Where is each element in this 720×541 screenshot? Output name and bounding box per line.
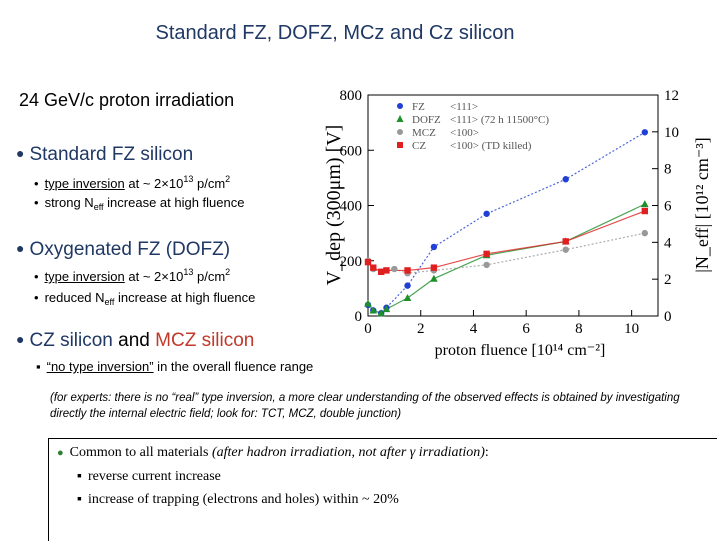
y-tick-label: 200 (340, 254, 363, 270)
point-cz (404, 267, 411, 274)
x-tick-label: 2 (417, 321, 425, 337)
bullet-fz-inversion: • type inversion at ~ 2×1013 p/cm2 (34, 174, 231, 191)
section-dofz: ● Oxygenated FZ (DOFZ) (16, 239, 231, 260)
series-line-dofz (367, 203, 646, 314)
point-mcz (641, 229, 649, 237)
common-line-1: ● Common to all materials (after hadron i… (57, 445, 489, 460)
point-dofz (377, 309, 385, 317)
point-dofz (369, 306, 378, 314)
point-cz (641, 207, 649, 215)
y-axis-label: V_dep (300μm) [V] (323, 125, 345, 286)
x-tick-label: 6 (522, 321, 530, 337)
y2-tick-label: 6 (664, 199, 672, 215)
point-fz (641, 129, 649, 136)
point-dofz (382, 305, 391, 313)
series-line-mcz (367, 232, 645, 274)
legend-name: DOFZ (412, 114, 441, 126)
point-fz (430, 243, 438, 251)
point-cz (430, 264, 438, 271)
point-cz (483, 250, 490, 258)
legend-note: <100> (TD killed) (450, 140, 532, 152)
y-tick-label: 0 (355, 309, 363, 325)
point-mcz (391, 265, 398, 273)
legend-marker-cz (397, 142, 403, 148)
common-line-2: ▪ reverse current increase (77, 469, 221, 484)
point-fz (483, 210, 490, 217)
y-tick-label: 600 (340, 143, 363, 159)
bullet-dofz-inversion: • type inversion at ~ 2×1013 p/cm2 (34, 267, 231, 284)
vdep-fluence-chart: 0 2 4 6 8 10 0 200 400 600 800 0 2 4 6 8 10 12 FZ <111> DOF… (323, 88, 712, 359)
legend-name: FZ (412, 101, 425, 113)
x-tick-label: 8 (575, 321, 583, 337)
x-tick-label: 0 (364, 321, 372, 337)
point-dofz (641, 200, 649, 208)
common-box: ● Common to all materials (after hadron i… (48, 438, 717, 541)
slide-title: Standard FZ, DOFZ, MCz and Cz silicon (155, 22, 515, 44)
legend-note: <100> (450, 127, 479, 139)
x-tick-label: 10 (624, 321, 639, 337)
point-mcz (562, 246, 569, 253)
point-cz (383, 267, 390, 274)
legend-name: MCZ (412, 127, 436, 139)
point-mcz (483, 261, 490, 269)
legend-marker-dofz (396, 115, 404, 122)
point-fz (562, 176, 569, 183)
x-axis-label: proton fluence [10¹⁴ cm⁻²] (435, 342, 606, 359)
legend-marker-fz (397, 103, 403, 109)
bullet-fz-neff: • strong Neff increase at high fluence (34, 195, 245, 212)
y2-tick-label: 8 (664, 162, 672, 178)
legend-marker-mcz (397, 129, 403, 135)
section-heading: Standard FZ silicon (29, 144, 194, 165)
section-heading: Oxygenated FZ (DOFZ) (29, 239, 231, 260)
slide-subtitle: 24 GeV/c proton irradiation (19, 90, 235, 110)
point-dofz (430, 274, 438, 282)
y2-axis-label: |N_eff| [10¹² cm⁻³] (692, 137, 712, 273)
experts-note: (for experts: there is no “real” type in… (50, 392, 680, 420)
legend-note: <111> (450, 101, 478, 113)
point-dofz (364, 299, 372, 307)
y2-tick-label: 12 (664, 88, 679, 104)
point-cz (562, 238, 569, 245)
y-tick-label: 800 (340, 88, 363, 104)
section-standard-fz: ● Standard FZ silicon (16, 144, 194, 165)
x-tick-label: 4 (470, 321, 478, 337)
legend-name: CZ (412, 140, 426, 152)
point-fz (404, 282, 411, 289)
section-cz-mcz: ● CZ silicon and MCZ silicon (16, 330, 255, 351)
bullet-dofz-neff: • reduced Neff increase at high fluence (34, 290, 256, 307)
y-tick-label: 400 (340, 199, 363, 215)
point-cz (364, 258, 372, 266)
y2-tick-label: 4 (664, 235, 672, 251)
legend-note: <111> (72 h 11500°C) (450, 114, 549, 126)
bullet-cz-no-inversion: ▪ “no type inversion” in the overall flue… (36, 359, 314, 374)
y2-tick-label: 10 (664, 125, 679, 141)
point-dofz (403, 294, 412, 302)
common-line-3: ▪ increase of trapping (electrons and hol… (77, 492, 399, 507)
y2-tick-label: 2 (664, 272, 672, 288)
y2-tick-label: 0 (664, 309, 672, 325)
point-cz (377, 268, 385, 275)
series-line-fz (367, 131, 646, 314)
point-cz (370, 264, 377, 271)
